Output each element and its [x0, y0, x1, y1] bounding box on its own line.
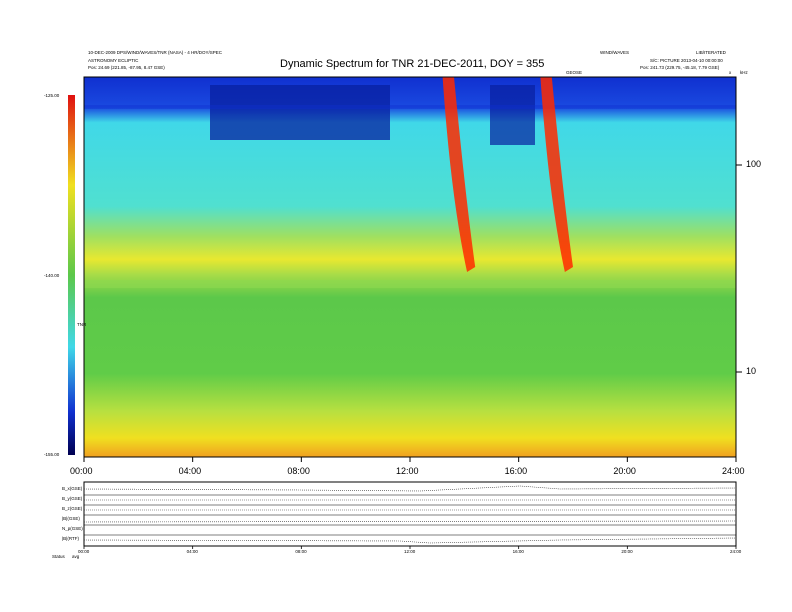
spectrum-stripe [84, 105, 736, 109]
xtick-label-1: 04:00 [178, 466, 202, 476]
aux-xtick-label-4: 16:00 [512, 549, 524, 554]
colorbar-unit: TNR [77, 322, 87, 327]
header-left-line1: 10-DEC-2009 DPS/WIND/WAVES/TNR (NASA) - … [88, 50, 223, 55]
header-right-tag: LIB/ITERATED [696, 50, 726, 55]
aux-x-ticks [83, 546, 737, 549]
colorbar-mid-label: -140.00 [44, 273, 60, 278]
quiet-dark-band [210, 85, 390, 140]
aux-xtick-label-3: 12:00 [404, 549, 416, 554]
spectrum-plot [83, 76, 737, 458]
radio-burst-2 [540, 77, 573, 272]
header-left-line2: ASTRONOMY ECLIPTIC [88, 58, 139, 63]
aux-xtick-label-5: 20:00 [621, 549, 633, 554]
xtick-label-0: 00:00 [70, 466, 93, 476]
panel-label-np: N_p(GSE) [62, 526, 83, 531]
xtick-label-3: 12:00 [396, 466, 419, 476]
spectrum-background [84, 77, 736, 457]
colorbar-min-label: -155.00 [44, 452, 60, 457]
xtick-label-2: 08:00 [287, 466, 310, 476]
ytick-label-10: 10 [746, 366, 757, 376]
xtick-label-4: 16:00 [504, 466, 528, 476]
panel-label-by: B_y(GSE) [62, 496, 83, 501]
aux-xtick-label-6: 24:00 [730, 549, 742, 554]
colorbar [68, 95, 75, 455]
panel-label-brtf: |B|(RTF) [62, 536, 80, 541]
header-right-position: Pos: 241.73 (229.75, -45.18, 7.79 GSE) [640, 65, 720, 70]
aux-xtick-label-2: 08:00 [295, 549, 307, 554]
panel-label-btot: |B|(GSE) [62, 516, 80, 521]
panel-label-bz: B_z(GSE) [62, 506, 83, 511]
xtick-label-5: 20:00 [613, 466, 636, 476]
aux-panel-frame [83, 481, 737, 547]
spectrum-transition [84, 280, 736, 288]
colorbar-max-label: -125.00 [44, 93, 60, 98]
chart-title: Dynamic Spectrum for TNR 21-DEC-2011, DO… [280, 58, 545, 70]
ytick-label-100: 100 [746, 159, 762, 169]
panel-label-bx: B_x(GSE) [62, 486, 83, 491]
status-value: avg [72, 554, 80, 559]
x-axis-ticks [83, 457, 737, 462]
header-right-line2: S/C: PICTURE 2013-04-10 00:00:00 [650, 58, 723, 63]
aux-panels [83, 481, 737, 549]
aux-xtick-label-0: 00:00 [78, 549, 90, 554]
aux-xtick-label-1: 04:00 [186, 549, 198, 554]
header-center-tag: GEOSE [566, 70, 583, 75]
header-right-line1: WIND/WAVES [600, 50, 629, 55]
header-left-position: Pos: 24.69 (221.85, -87.95, 8.47 GSE) [88, 65, 165, 70]
right-axis-top-label: kHz [740, 70, 748, 75]
burst-layer [442, 77, 573, 272]
quiet-dark-band-2 [490, 85, 535, 145]
right-axis-side-tag: x [729, 70, 732, 75]
status-label: Status [52, 554, 65, 559]
xtick-label-6: 24:00 [722, 466, 745, 476]
radio-burst-1 [442, 77, 476, 272]
